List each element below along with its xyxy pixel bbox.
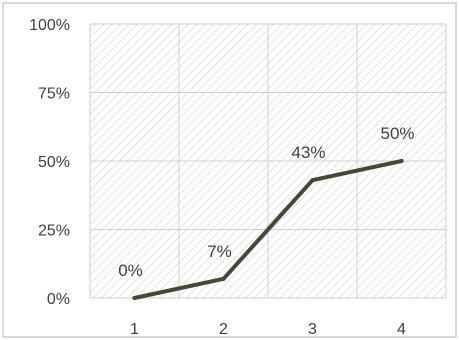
x-axis-ticks: 1 2 3 4 [130, 321, 406, 338]
y-tick-label: 50% [38, 154, 70, 171]
data-label: 0% [118, 261, 143, 280]
data-label: 43% [291, 143, 325, 162]
x-tick-label: 4 [397, 321, 406, 338]
y-tick-label: 100% [29, 17, 70, 34]
data-label: 50% [380, 124, 414, 143]
data-label: 7% [207, 242, 232, 261]
data-labels: 0% 7% 43% 50% [118, 124, 414, 280]
x-tick-label: 3 [308, 321, 317, 338]
y-tick-label: 25% [38, 223, 70, 240]
x-tick-label: 1 [130, 321, 139, 338]
chart-frame [2, 2, 457, 338]
x-tick-label: 2 [219, 321, 228, 338]
series-line [132, 159, 404, 300]
data-point [221, 276, 226, 281]
data-point [310, 178, 315, 183]
grid-lines [89, 23, 447, 299]
series-layer [132, 159, 404, 300]
y-axis-ticks: 0% 25% 50% 75% 100% [29, 17, 70, 308]
data-point [399, 159, 404, 163]
y-tick-label: 0% [47, 291, 70, 308]
y-tick-label: 75% [38, 86, 70, 103]
data-point [132, 296, 137, 300]
